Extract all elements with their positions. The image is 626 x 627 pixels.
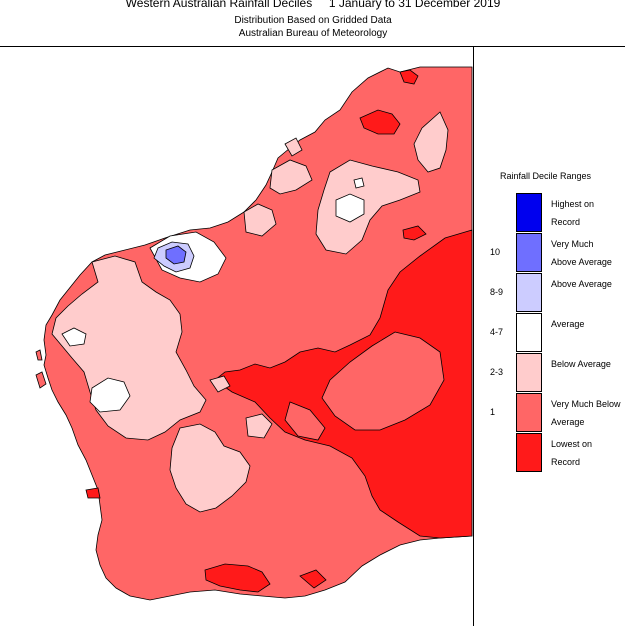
region-below-pilbara-coast — [243, 203, 277, 237]
region-vmb-inner-east — [321, 331, 445, 431]
legend-range: 8-9 — [490, 287, 504, 297]
legend-label: Average — [551, 319, 585, 329]
region-lowest-south-small — [299, 569, 327, 589]
region-average-central — [89, 377, 131, 413]
map-subtitle: Distribution Based on Gridded Data — [234, 15, 392, 26]
legend-range: 4-7 — [490, 327, 504, 337]
map-title: Western Australian Rainfall Deciles 1 Ja… — [125, 0, 501, 10]
region-average-north — [335, 193, 365, 223]
region-vmb-inner-south — [284, 401, 326, 441]
region-below-kimberley-west — [269, 159, 313, 195]
region-average-north-small — [353, 177, 365, 189]
legend-range: 10 — [490, 247, 501, 257]
legend-label: Lowest on Record — [551, 439, 593, 467]
region-very-much-above — [165, 245, 187, 265]
legend-swatch — [516, 233, 542, 272]
legend-title: Rainfall Decile Ranges — [500, 171, 592, 181]
region-lowest-mid — [402, 225, 427, 241]
map-frame — [0, 46, 625, 627]
region-below-kimberley-central — [315, 159, 421, 255]
region-below-central-small — [209, 375, 231, 393]
region-below-kimberley-east — [413, 111, 449, 173]
legend-label: Below Average — [551, 359, 611, 369]
legend-swatch — [516, 313, 542, 352]
region-lowest-south — [204, 563, 271, 593]
region-average-west — [61, 327, 87, 347]
legend-label: Highest on Record — [551, 199, 595, 227]
map-source: Australian Bureau of Meteorology — [238, 28, 388, 39]
legend-label: Very Much Above Average — [551, 239, 612, 267]
legend-range: 1 — [490, 407, 496, 417]
region-vmb-coast-small — [35, 371, 47, 389]
legend-swatch — [516, 193, 542, 232]
wa-rainfall-map — [35, 66, 473, 601]
legend-swatch — [516, 393, 542, 432]
region-below-small-east — [245, 413, 273, 439]
legend-swatch — [516, 273, 542, 312]
legend-swatch — [516, 433, 542, 472]
region-below-kimberley-nw — [284, 137, 303, 157]
legend-label: Above Average — [551, 279, 612, 289]
legend-range: 2-3 — [490, 367, 504, 377]
region-lowest-kimberley-tip — [399, 69, 419, 85]
region-below-goldfields — [169, 423, 251, 513]
legend-swatch — [516, 353, 542, 392]
map-panel — [0, 47, 474, 626]
region-below-gascoyne — [51, 255, 207, 441]
region-lowest-kimberley — [359, 109, 401, 135]
legend-label: Very Much Below Average — [551, 399, 621, 427]
region-lowest-west-small — [85, 487, 101, 499]
region-vmb-coast-small-2 — [35, 349, 43, 361]
